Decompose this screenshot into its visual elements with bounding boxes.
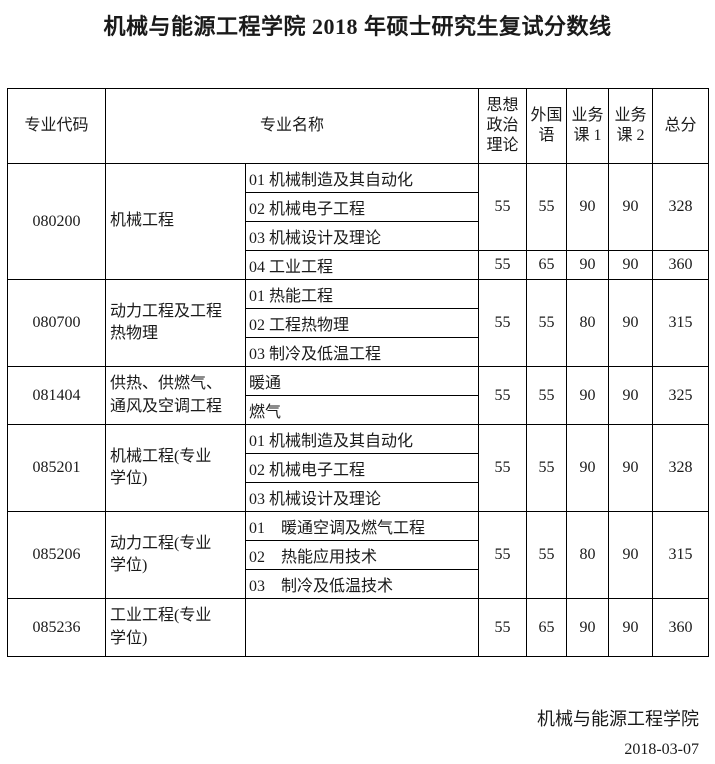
score-politics: 55	[478, 424, 528, 512]
sub-major: 03 制冷及低温工程	[244, 337, 480, 367]
major-code: 080700	[7, 279, 106, 367]
score-course2: 90	[608, 366, 654, 425]
sub-major: 01 机械制造及其自动化	[244, 163, 480, 193]
table-row: 燃气	[8, 395, 709, 425]
score-politics: 55	[478, 250, 528, 280]
score-total: 360	[652, 598, 710, 657]
table-row: 081404 供热、供燃气、通风及空调工程 暖通 55 55 90 90 325	[7, 366, 710, 425]
sub-major: 03 制冷及低温技术	[244, 569, 480, 599]
table-header-row: 专业代码 专业名称 思想政治理论 外国语 业务课 1 业务课 2 总分	[7, 88, 710, 164]
score-foreign: 55	[526, 424, 568, 512]
major-name: 动力工程(专业学位)	[105, 511, 246, 599]
score-total: 328	[652, 163, 710, 251]
sub-major: 02 工程热物理	[244, 308, 480, 338]
score-course1: 90	[566, 424, 610, 512]
col-header-course1: 业务课 1	[566, 88, 610, 164]
table-row: 03 机械设计及理论	[8, 221, 709, 251]
score-course2: 90	[608, 511, 654, 599]
col-header-total: 总分	[652, 88, 710, 164]
scores-table: 专业代码 专业名称 思想政治理论 外国语 业务课 1 业务课 2 总分 0802…	[7, 88, 710, 657]
major-name-text: 机械工程	[110, 212, 175, 230]
score-politics: 55	[478, 366, 528, 425]
col-header-foreign: 外国语	[526, 88, 568, 164]
col-header-course2: 业务课 2	[608, 88, 654, 164]
score-course1: 90	[566, 598, 610, 657]
table-row: 03 制冷及低温技术	[8, 569, 709, 599]
table-row: 080700 动力工程及工程热物理 01 热能工程 55 55 80 90 31…	[7, 279, 710, 367]
col-header-politics: 思想政治理论	[478, 88, 528, 164]
sub-major: 02 机械电子工程	[244, 453, 480, 483]
score-foreign: 65	[526, 598, 568, 657]
score-foreign: 55	[526, 163, 568, 251]
footer-date: 2018-03-07	[624, 741, 699, 758]
score-course1: 90	[566, 250, 610, 280]
sub-major: 02 热能应用技术	[244, 540, 480, 570]
major-name: 机械工程(专业学位)	[105, 424, 246, 512]
score-total: 315	[652, 279, 710, 367]
major-name-text: 工业工程(专业学位)	[110, 607, 212, 647]
major-name: 供热、供燃气、通风及空调工程	[105, 366, 246, 425]
score-foreign: 55	[526, 279, 568, 367]
sub-major: 燃气	[244, 395, 480, 425]
major-code: 085206	[7, 511, 106, 599]
table-row: 02 机械电子工程	[8, 453, 709, 483]
score-course2: 90	[608, 250, 654, 280]
major-name-text: 动力工程及工程热物理	[110, 302, 223, 342]
major-name-text: 机械工程(专业学位)	[110, 447, 212, 487]
table-row: 02 机械电子工程	[8, 192, 709, 222]
major-code: 081404	[7, 366, 106, 425]
sub-major: 02 机械电子工程	[244, 192, 480, 222]
sub-major: 04 工业工程	[244, 250, 480, 280]
score-course2: 90	[608, 424, 654, 512]
major-code: 085201	[7, 424, 106, 512]
score-foreign: 65	[526, 250, 568, 280]
major-name: 动力工程及工程热物理	[105, 279, 246, 367]
score-foreign: 55	[526, 366, 568, 425]
footer: 机械与能源工程学院 2018-03-07	[0, 703, 715, 764]
score-total: 325	[652, 366, 710, 425]
table-row: 04 工业工程 55 65 90 90 360	[8, 250, 710, 280]
score-course1: 80	[566, 279, 610, 367]
table-row: 085236 工业工程(专业学位) 55 65 90 90 360	[7, 598, 710, 657]
table-row: 02 热能应用技术	[8, 540, 709, 570]
sub-major: 暖通	[244, 366, 480, 396]
sub-major: 03 机械设计及理论	[244, 482, 480, 512]
sub-major: 01 热能工程	[244, 279, 480, 309]
major-code: 080200	[7, 163, 106, 280]
score-course2: 90	[608, 163, 654, 251]
sub-major: 01 暖通空调及燃气工程	[244, 511, 480, 541]
score-total: 315	[652, 511, 710, 599]
table-row: 03 制冷及低温工程	[8, 337, 709, 367]
score-politics: 55	[478, 598, 528, 657]
score-foreign: 55	[526, 511, 568, 599]
score-politics: 55	[478, 163, 528, 251]
score-politics: 55	[478, 511, 528, 599]
table-row: 02 工程热物理	[8, 308, 709, 338]
col-header-code: 专业代码	[7, 88, 106, 164]
sub-major: 03 机械设计及理论	[244, 221, 480, 251]
score-politics: 55	[478, 279, 528, 367]
major-name: 工业工程(专业学位)	[105, 598, 246, 657]
score-course1: 90	[566, 163, 610, 251]
major-name: 机械工程	[105, 163, 246, 280]
table-row: 085201 机械工程(专业学位) 01 机械制造及其自动化 55 55 90 …	[7, 424, 710, 512]
table-row: 080200 机械工程 01 机械制造及其自动化 55 55 90 90 328	[7, 163, 710, 280]
score-course2: 90	[608, 279, 654, 367]
footer-signature: 机械与能源工程学院	[537, 709, 699, 729]
score-total: 328	[652, 424, 710, 512]
major-name-text: 动力工程(专业学位)	[110, 534, 212, 574]
score-course1: 80	[566, 511, 610, 599]
sub-major	[244, 598, 480, 657]
sub-major: 01 机械制造及其自动化	[244, 424, 480, 454]
score-course1: 90	[566, 366, 610, 425]
table-row: 085206 动力工程(专业学位) 01 暖通空调及燃气工程 55 55 80 …	[7, 511, 710, 599]
major-code: 085236	[7, 598, 106, 657]
page-title: 机械与能源工程学院 2018 年硕士研究生复试分数线	[103, 14, 612, 39]
table-row: 03 机械设计及理论	[8, 482, 709, 512]
major-name-text: 供热、供燃气、通风及空调工程	[110, 375, 223, 415]
col-header-name: 专业名称	[104, 88, 480, 164]
score-total: 360	[652, 250, 710, 280]
score-course2: 90	[608, 598, 654, 657]
